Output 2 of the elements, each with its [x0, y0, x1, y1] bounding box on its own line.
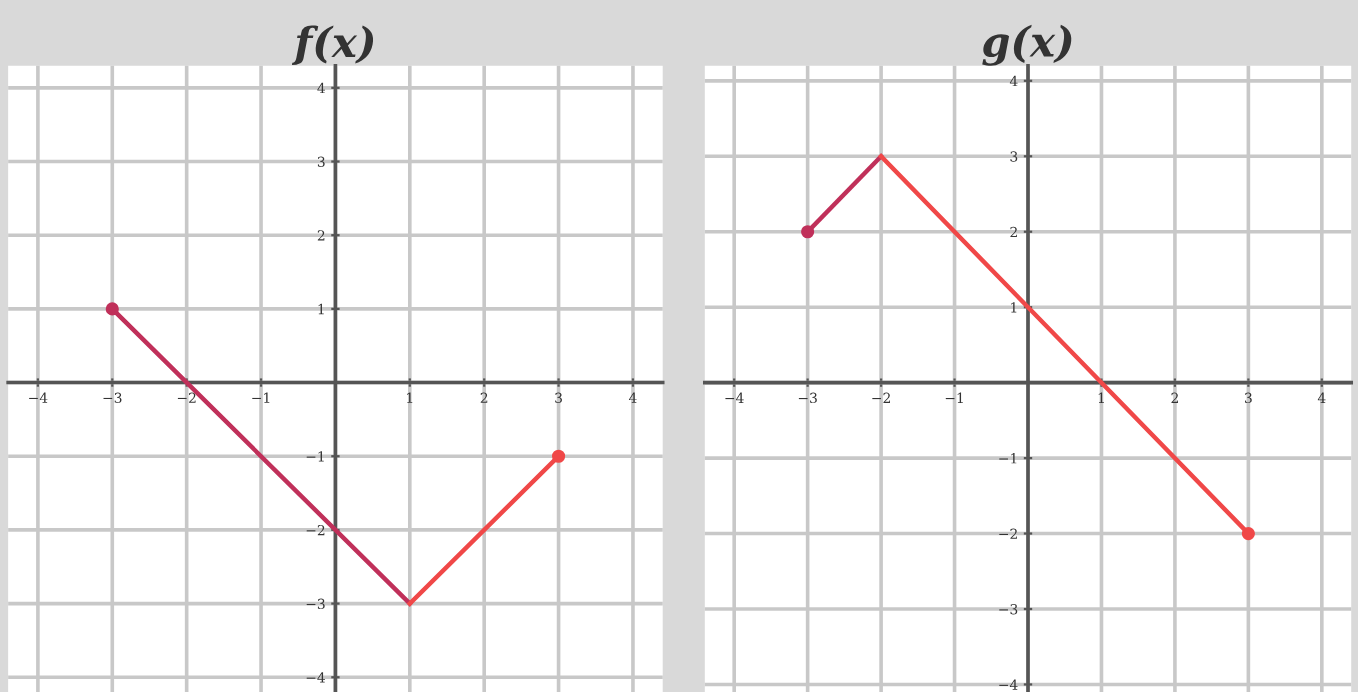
chart-title: f(x): [291, 25, 374, 65]
chart-title: g(x): [982, 24, 1072, 66]
